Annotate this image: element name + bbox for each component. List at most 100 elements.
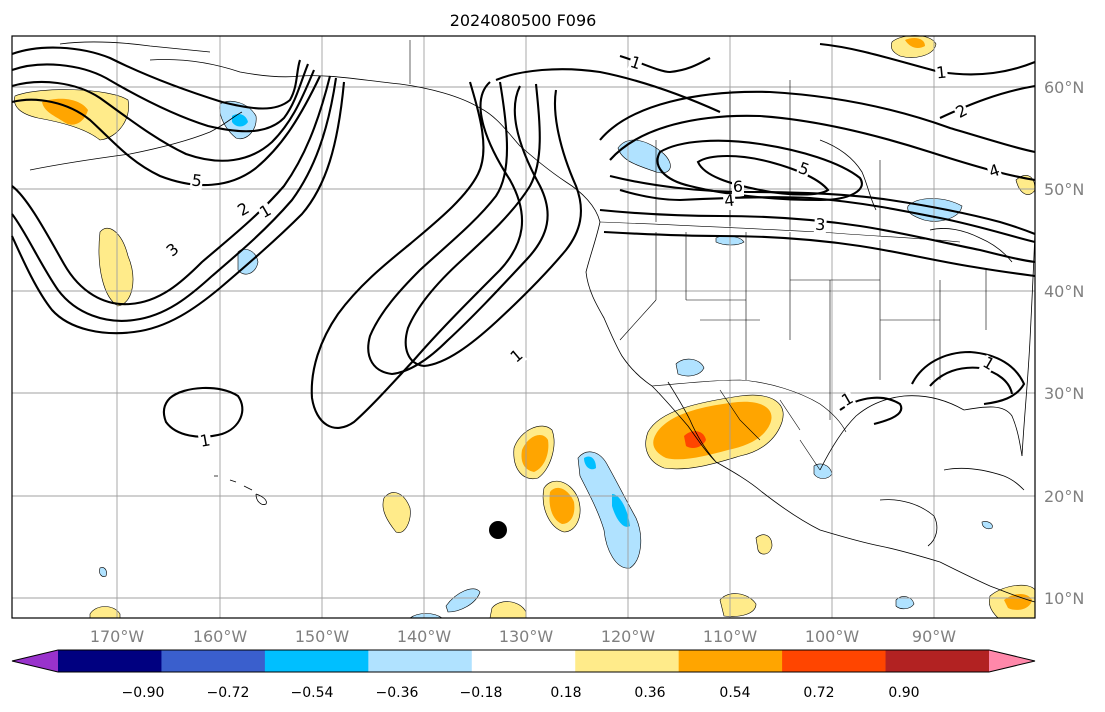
contour-west-ring-3 [11,69,315,162]
border-us-canada [599,221,961,243]
contour-label-1: 1 [198,430,213,451]
coastline-us-east [1021,229,1036,457]
contour-north-loop-5 [656,139,863,202]
fill-positive-mid [549,487,575,524]
coastline-florida [963,406,1023,457]
lat-label: 30°N [1044,384,1084,403]
coastline-great-lakes [929,228,1013,263]
fill-positive-low [89,606,121,619]
svg-text:1: 1 [198,430,211,450]
contour-north-jet-3 [603,230,1036,278]
colorbar-ticks: −0.90 −0.72 −0.54 −0.36 −0.18 0.18 0.36 … [122,685,920,701]
coastlines [29,41,1036,603]
contour-west-ring-6 [11,77,338,322]
lat-label: 10°N [1044,589,1084,608]
fill-positive-mid [653,401,772,460]
colorbar-swatch [368,650,473,672]
contour-label-1: 1 [934,63,949,83]
contour-north-outer-4 [609,114,1036,182]
plot-frame [11,35,1036,619]
contour-label-1: 1 [627,52,643,74]
lon-label: 120°W [601,627,656,646]
svg-text:1: 1 [935,63,947,83]
colorbar-tick-label: −0.36 [376,685,419,701]
lon-label: 140°W [397,627,452,646]
contour-west-ring-1 [11,46,302,110]
latitude-labels: 60°N 50°N 40°N 30°N 20°N 10°N [1044,78,1084,608]
colorbar-swatch [58,650,162,672]
contour-central-trough-outer [310,81,523,429]
border-state-lines [619,232,987,420]
colorbar-swatch [885,650,990,672]
contour-north-jet-2 [599,208,1036,264]
fill-negative-low [577,451,642,569]
lon-label: 110°W [703,627,758,646]
coastline-cuba [943,468,1025,491]
fill-positive-mid [42,98,88,125]
gridlines [12,36,1035,618]
fill-negative-mid [584,456,596,470]
contour-north-jet-1 [619,188,1036,244]
contour-west-ring-2 [11,63,309,133]
colorbar-extend-low [12,650,58,672]
colorbar-tick-label: 0.54 [719,685,750,701]
coastline-central-america [939,561,1036,603]
fill-negative-low [895,596,915,610]
colorbar-extend-high [989,650,1035,672]
lat-label: 60°N [1044,78,1084,97]
fill-negative-low [981,521,993,530]
lon-label: 150°W [295,627,350,646]
borders [409,40,987,471]
lon-label: 160°W [193,627,248,646]
contour-west-ring-7 [11,81,346,335]
svg-text:5: 5 [190,170,203,190]
colorbar-tick-label: −0.72 [207,685,250,701]
fill-negative-low [675,358,705,377]
colorbar-swatch [161,650,266,672]
coastline-mexico [715,461,941,563]
coastline-us-west [585,221,653,387]
contour-north-jet-4 [609,174,1036,235]
lon-label: 90°W [912,627,956,646]
fill-negative-low [99,567,107,577]
colorbar-tick-label: 0.72 [803,685,834,701]
colorbar-tick-label: −0.18 [460,685,503,701]
fill-negative-low [445,588,481,613]
contour-label-4: 4 [987,160,1003,182]
fill-positive-low [755,534,773,555]
fill-positive-low [382,492,411,533]
lat-label: 50°N [1044,180,1084,199]
contour-label-5: 5 [794,158,812,180]
map-title: 2024080500 F096 [450,11,597,30]
colorbar-outline [11,649,1036,673]
contour-west-ring-5 [11,75,332,306]
contour-label-5: 5 [189,170,204,191]
plot-area [12,36,1035,618]
colorbar-swatch [471,650,576,672]
coastline-hudson [819,139,877,211]
fill-negative-mid [232,114,248,127]
coastline-gulf [819,395,965,471]
border-mexico-states [719,389,821,471]
contour-label-6: 6 [732,177,744,196]
lon-label: 100°W [805,627,860,646]
lon-label: 170°W [90,627,145,646]
storm-center-dot [489,521,507,539]
fill-negative-mid [612,494,630,527]
contour-central-trough-inner [367,81,549,376]
colorbar-swatch [264,650,369,672]
border-canada-provinces [655,80,881,236]
lat-label: 20°N [1044,487,1084,506]
contour-north-outer-3 [599,90,1036,154]
fill-positive-mid [905,38,925,48]
colorbar-tick-label: 0.18 [550,685,581,701]
contour-north-outer-2 [939,84,1036,119]
anomaly-fills [14,35,1036,619]
border-us-mexico [651,379,847,433]
lon-label: 130°W [499,627,554,646]
colorbar-tick-label: −0.54 [291,685,334,701]
colorbar-swatch [782,650,887,672]
colorbar-swatch [575,650,680,672]
svg-text:3: 3 [815,215,826,235]
